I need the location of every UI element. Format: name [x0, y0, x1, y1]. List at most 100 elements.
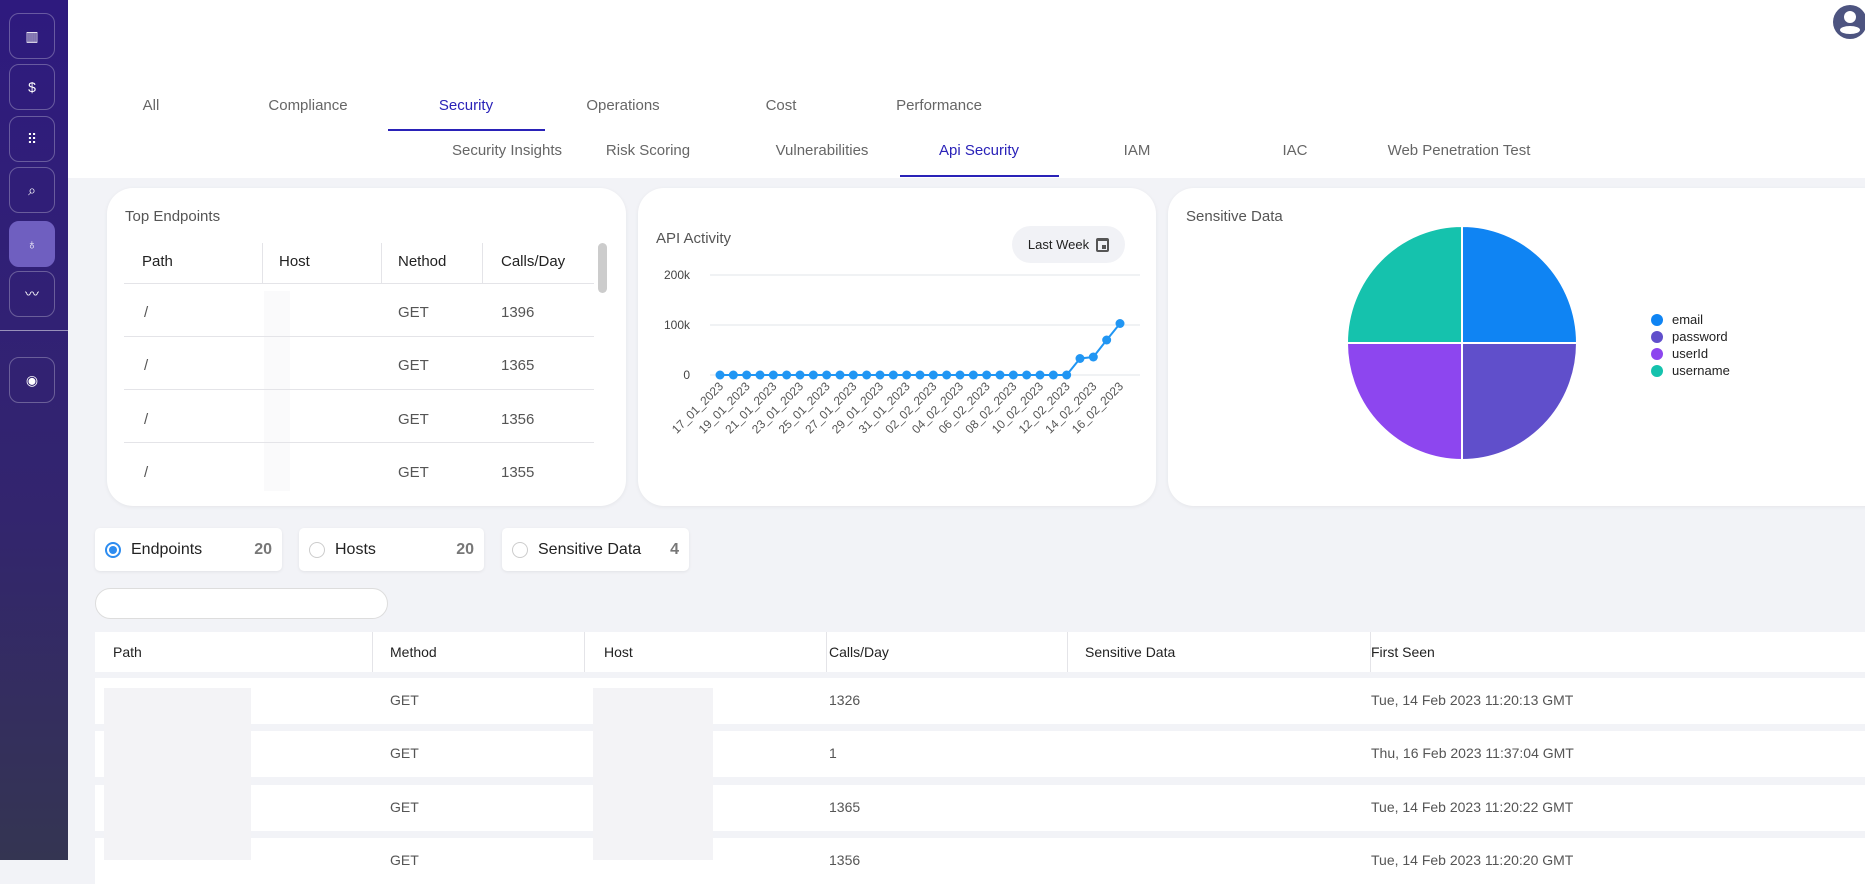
card-title: API Activity	[656, 230, 732, 247]
subtab-vulnerabilities[interactable]: Vulnerabilities	[775, 142, 869, 159]
filter-label: Sensitive Data	[538, 540, 642, 558]
data-point	[888, 370, 898, 380]
filter-label: Hosts	[335, 540, 376, 558]
data-point	[915, 370, 925, 380]
data-point	[995, 370, 1005, 380]
filter-endpoints[interactable]: Endpoints 20	[95, 528, 282, 571]
y-tick-label: 200k	[664, 268, 691, 282]
redacted-host-column	[593, 688, 713, 860]
column-header-method: Method	[390, 644, 437, 660]
legend-label: password	[1672, 329, 1728, 344]
subtab-security-insights[interactable]: Security Insights	[451, 142, 563, 159]
data-point	[942, 370, 952, 380]
dashboard-nav-button[interactable]: ▥	[9, 13, 55, 59]
radio-icon[interactable]	[309, 541, 325, 558]
legend-item-email: email	[1651, 312, 1703, 327]
endpoint-method: GET	[398, 464, 429, 481]
data-point	[795, 370, 805, 380]
table-row[interactable]: GET 1 Thu, 16 Feb 2023 11:37:04 GMT	[95, 731, 1865, 777]
data-point	[1102, 335, 1112, 345]
scrollbar-thumb[interactable]	[598, 243, 607, 293]
endpoint-calls: 1356	[501, 411, 535, 428]
tab-security[interactable]: Security	[438, 97, 494, 114]
data-point	[1008, 370, 1018, 380]
subtab-web-penetration-test[interactable]: Web Penetration Test	[1387, 142, 1531, 159]
trends-nav-button[interactable]: 〰	[9, 271, 55, 317]
legend-item-userid: userId	[1651, 346, 1708, 361]
row-calls: 1326	[829, 692, 861, 708]
legend-label: userId	[1672, 346, 1709, 361]
column-header-calls: Calls/Day	[501, 253, 566, 270]
data-point	[1088, 352, 1098, 362]
data-point	[728, 370, 738, 380]
table-row[interactable]: GET 1326 Tue, 14 Feb 2023 11:20:13 GMT	[95, 678, 1865, 724]
top-header	[68, 0, 1865, 60]
endpoint-method: GET	[398, 357, 429, 374]
row-first-seen: Tue, 14 Feb 2023 11:20:13 GMT	[1371, 692, 1574, 708]
profile-nav-button[interactable]: ◉	[9, 357, 55, 403]
search-icon: ⌕	[28, 181, 36, 198]
tab-operations[interactable]: Operations	[586, 97, 660, 114]
endpoint-method: GET	[398, 304, 429, 321]
column-header-calls: Calls/Day	[829, 644, 889, 660]
redacted-path-column	[104, 688, 251, 860]
card-title: Top Endpoints	[125, 208, 221, 225]
radio-selected-icon[interactable]	[105, 541, 121, 558]
row-calls: 1356	[829, 852, 861, 868]
subtab-risk-scoring[interactable]: Risk Scoring	[605, 142, 691, 159]
api-activity-card: API Activity Last Week 0 100k 200k 17_01_20…	[638, 188, 1156, 506]
data-point	[902, 370, 912, 380]
column-header-host: Host	[604, 644, 633, 660]
apps-nav-button[interactable]: ⠿	[9, 116, 55, 162]
data-point	[875, 370, 885, 380]
y-tick-label: 0	[683, 368, 690, 382]
user-avatar-icon[interactable]	[1833, 5, 1865, 39]
tab-compliance[interactable]: Compliance	[268, 97, 348, 114]
active-tab-underline	[388, 129, 545, 131]
legend-swatch	[1651, 330, 1663, 343]
data-point	[1115, 319, 1125, 328]
legend-item-username: username	[1651, 363, 1730, 378]
legend-swatch	[1651, 364, 1663, 377]
date-range-button[interactable]: Last Week	[1012, 226, 1125, 263]
column-header-path: Path	[142, 253, 173, 270]
pie-slice-username	[1345, 224, 1463, 344]
column-header-host: Host	[279, 253, 310, 270]
column-header-first-seen: First Seen	[1371, 644, 1435, 660]
tab-cost[interactable]: Cost	[765, 97, 797, 114]
cost-nav-button[interactable]: $	[9, 64, 55, 110]
filter-count: 20	[456, 540, 474, 558]
radio-icon[interactable]	[512, 541, 528, 558]
endpoint-path: /	[144, 357, 149, 374]
filter-label: Endpoints	[131, 540, 203, 558]
filter-hosts[interactable]: Hosts 20	[299, 528, 484, 571]
api-activity-line-chart: 0100k200k17_01_202319_01_202321_01_20232…	[664, 268, 1140, 436]
data-point	[1075, 354, 1085, 363]
data-point	[1062, 370, 1072, 380]
row-method: GET	[390, 799, 419, 815]
pie-slice-password	[1461, 342, 1579, 462]
endpoint-calls: 1396	[501, 304, 535, 321]
tab-performance[interactable]: Performance	[896, 97, 982, 114]
data-point	[822, 370, 832, 380]
data-point	[1022, 370, 1032, 380]
legend-label: email	[1672, 312, 1704, 327]
table-row[interactable]: GET 1356 Tue, 14 Feb 2023 11:20:20 GMT	[95, 838, 1865, 884]
card-title: Sensitive Data	[1186, 208, 1283, 225]
tab-all[interactable]: All	[142, 97, 160, 114]
insights-nav-button[interactable]: ♁	[9, 221, 55, 267]
row-first-seen: Tue, 14 Feb 2023 11:20:20 GMT	[1371, 852, 1574, 868]
subtab-iam[interactable]: IAM	[1123, 142, 1151, 159]
subtab-api-security[interactable]: Api Security	[938, 142, 1020, 159]
tabs-area: All Compliance Security Operations Cost …	[68, 60, 1865, 178]
filter-sensitive-data[interactable]: Sensitive Data 4	[502, 528, 689, 571]
grid-icon: ⠿	[26, 130, 38, 147]
search-input[interactable]	[95, 588, 388, 619]
table-row[interactable]: GET 1365 Tue, 14 Feb 2023 11:20:22 GMT	[95, 785, 1865, 831]
data-point	[1048, 370, 1058, 380]
search-nav-button[interactable]: ⌕	[9, 167, 55, 213]
row-first-seen: Tue, 14 Feb 2023 11:20:22 GMT	[1371, 799, 1574, 815]
subtab-iac[interactable]: IAC	[1282, 142, 1308, 159]
data-point	[835, 370, 845, 380]
dollar-icon: $	[28, 79, 36, 95]
